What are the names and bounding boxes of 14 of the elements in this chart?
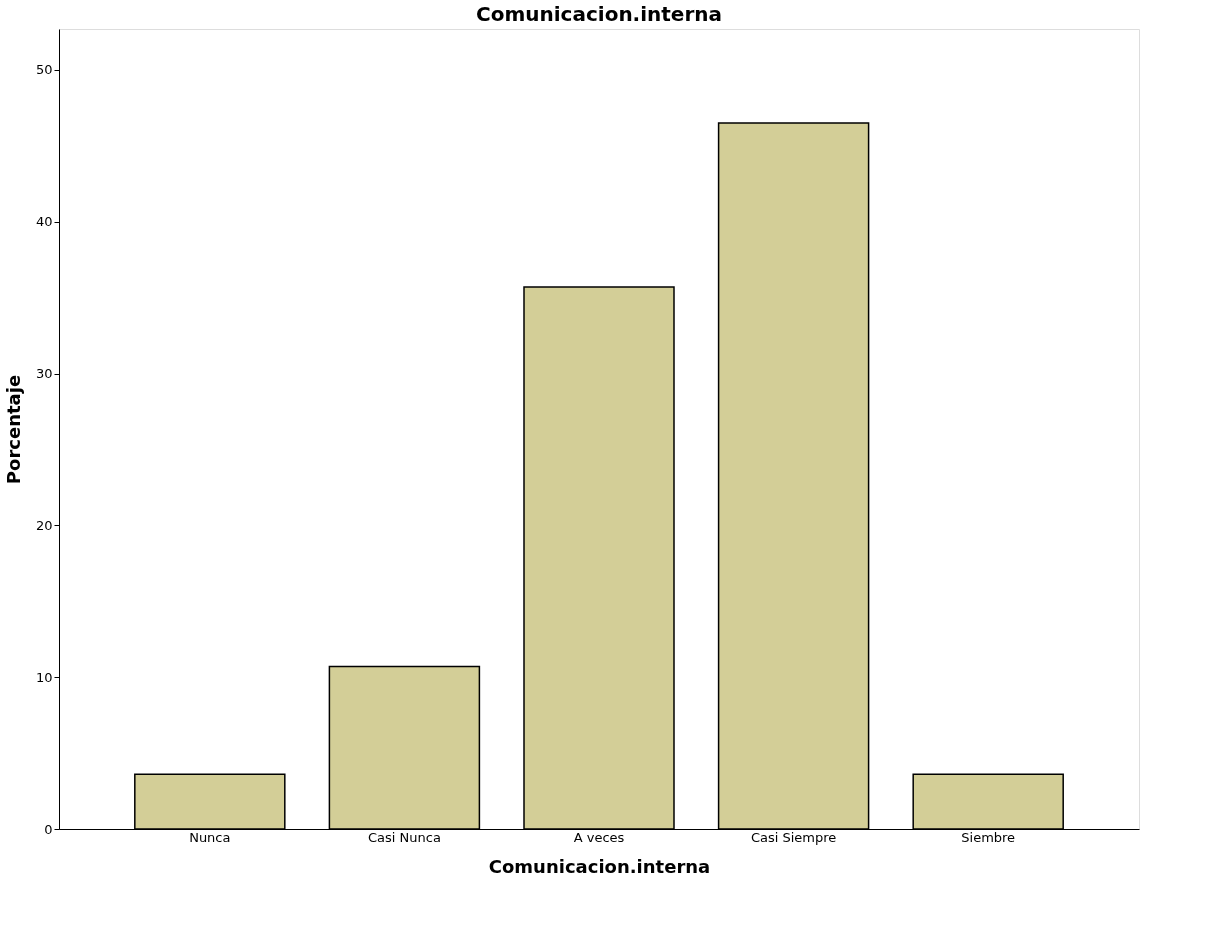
y-tick-label: 0 xyxy=(44,821,53,837)
x-tick-label: Siembre xyxy=(961,829,1016,845)
chart-title: Comunicacion.interna xyxy=(475,2,723,26)
x-tick-label: Casi Nunca xyxy=(367,829,441,845)
y-tick-label: 40 xyxy=(35,214,53,230)
x-tick-label: Casi Siempre xyxy=(750,829,837,845)
y-tick-label: 30 xyxy=(35,366,53,382)
y-tick-label: 20 xyxy=(35,517,53,533)
x-axis-title: Comunicacion.interna xyxy=(488,855,711,877)
x-tick-label: A veces xyxy=(573,829,625,845)
y-axis-title: Porcentaje xyxy=(2,374,24,485)
y-tick-label: 10 xyxy=(35,669,53,685)
y-tick-label: 50 xyxy=(35,62,53,78)
x-tick-label: Nunca xyxy=(189,829,231,845)
